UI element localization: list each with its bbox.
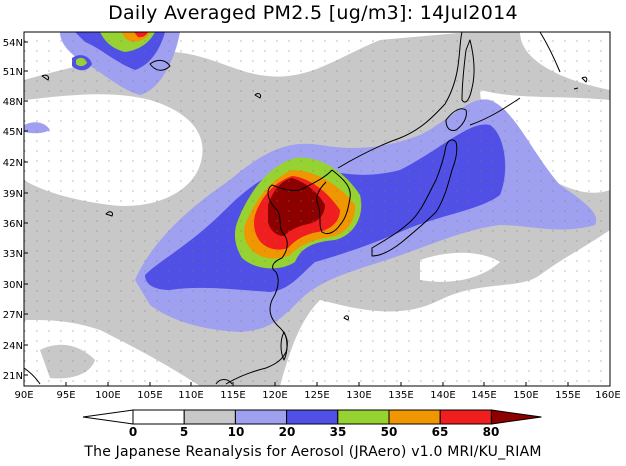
y-axis-ticks [24,41,28,376]
colorbar-segment [82,409,134,425]
colorbar-label: 0 [129,425,137,439]
y-tick-label: 27N [3,310,23,321]
colorbar-label: 10 [228,425,245,439]
x-tick-label: 150E [513,390,538,401]
x-tick-label: 115E [220,390,245,401]
y-tick-label: 24N [3,341,23,352]
y-tick-label: 54N [3,38,23,49]
y-tick-label: 21N [3,371,23,382]
colorbar-segment [490,409,542,425]
coastlines [24,32,588,385]
y-tick-label: 30N [3,280,23,291]
colorbar-label: 35 [330,425,347,439]
x-tick-label: 160E [595,390,620,401]
y-tick-label: 51N [3,67,23,78]
colorbar-label: 50 [381,425,398,439]
x-tick-label: 105E [137,390,162,401]
x-tick-label: 135E [388,390,413,401]
colorbar-segment [234,409,288,425]
colorbar-label: 65 [432,425,449,439]
y-tick-label: 39N [3,189,23,200]
y-tick-label: 45N [3,127,23,138]
y-tick-label: 33N [3,249,23,260]
x-tick-label: 90E [14,390,33,401]
y-tick-label: 48N [3,97,23,108]
x-tick-label: 145E [471,390,496,401]
x-axis-ticks [23,382,611,386]
y-tick-label: 36N [3,219,23,230]
colorbar-labels: 0 5 10 20 35 50 65 80 [129,425,500,439]
footer-credit: The Japanese Reanalysis for Aerosol (JRA… [84,444,542,460]
x-tick-label: 140E [430,390,455,401]
x-tick-label: 155E [555,390,580,401]
colorbar-segment [439,409,492,425]
x-tick-labels: 90E 95E 100E 105E 110E 115E 120E 125E 13… [14,390,620,401]
colorbar-label: 20 [279,425,296,439]
colorbar-segment [388,409,441,425]
x-tick-label: 125E [304,390,329,401]
colorbar-segment [183,409,236,425]
colorbar-label: 5 [180,425,188,439]
y-tick-labels: 54N 51N 48N 45N 42N 39N 36N 33N 30N 27N … [3,38,23,382]
concentration-field [24,32,610,386]
page-title: Daily Averaged PM2.5 [ug/m3]: 14Jul2014 [108,2,518,24]
y-tick-label: 42N [3,158,23,169]
x-tick-label: 110E [178,390,203,401]
colorbar-label: 80 [483,425,500,439]
colorbar [82,409,542,425]
x-tick-label: 130E [346,390,371,401]
colorbar-segment [286,409,339,425]
colorbar-segment [132,409,185,425]
x-tick-label: 120E [262,390,287,401]
x-tick-label: 95E [56,390,75,401]
x-tick-label: 100E [95,390,120,401]
colorbar-segment [337,409,390,425]
